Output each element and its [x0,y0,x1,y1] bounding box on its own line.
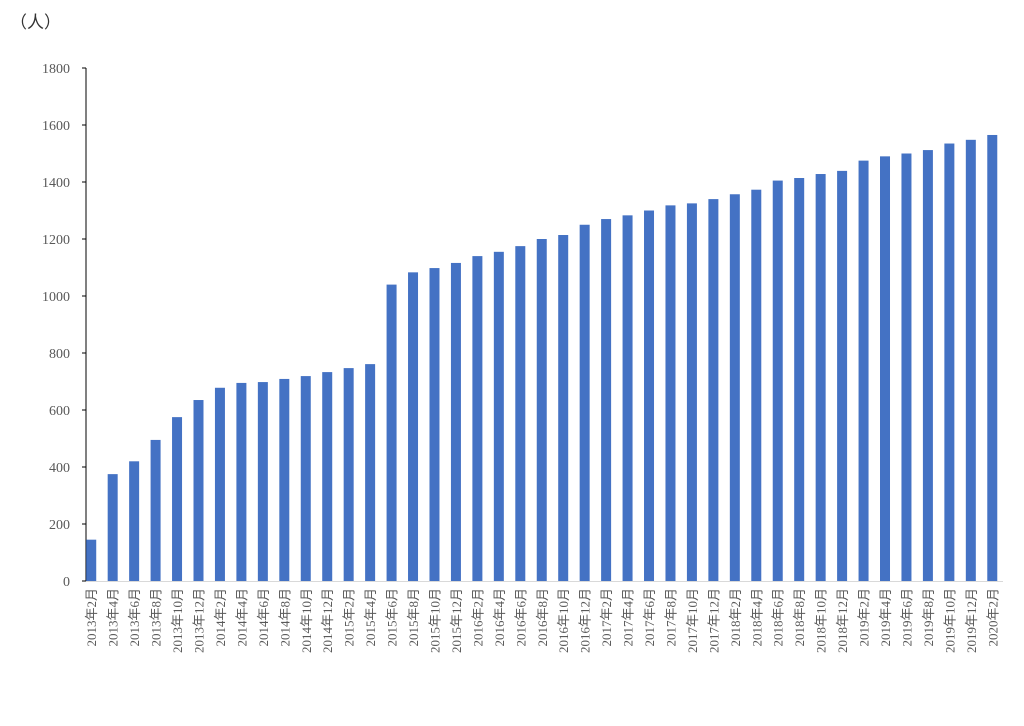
x-tick-label: 2018年8月 [792,588,807,647]
x-tick-label: 2015年8月 [406,588,421,647]
bar [772,180,783,581]
x-tick-label: 2018年4月 [749,588,764,647]
x-tick-label: 2017年2月 [599,588,614,647]
bar [257,382,268,581]
x-tick-label: 2019年12月 [964,588,979,653]
bar [279,378,290,581]
x-tick-label: 2016年8月 [535,588,550,647]
bar [644,210,655,581]
bar [172,417,183,581]
x-tick-label: 2014年12月 [320,588,335,653]
bar [408,272,419,581]
x-tick-label: 2013年12月 [191,588,206,653]
x-tick-label: 2017年8月 [663,588,678,647]
x-tick-label: 2014年2月 [213,588,228,647]
x-tick-label: 2014年10月 [299,588,314,653]
x-tick-label: 2018年10月 [814,588,829,653]
bar [558,235,569,581]
x-tick-label: 2014年4月 [234,588,249,647]
y-tick-label: 800 [49,347,70,362]
bar [515,246,526,581]
x-tick-label: 2015年6月 [385,588,400,647]
bar [107,474,118,581]
x-tick-label: 2013年2月 [84,588,99,647]
x-tick-label: 2014年8月 [277,588,292,647]
y-tick-label: 0 [63,575,70,590]
bar [601,219,612,582]
x-tick-label: 2016年12月 [578,588,593,653]
x-tick-label: 2017年10月 [685,588,700,653]
bar [386,284,397,581]
bar [579,224,590,581]
x-tick-label: 2013年8月 [149,588,164,647]
bar [450,262,461,581]
bar [493,251,504,581]
y-tick-label: 600 [49,404,70,419]
bar [901,153,912,581]
x-tick-label: 2019年10月 [942,588,957,653]
bar [536,239,547,581]
x-tick-label: 2017年6月 [642,588,657,647]
x-tick-label: 2015年12月 [449,588,464,653]
bar [815,174,826,581]
bar [365,364,376,581]
bar [686,203,697,581]
x-tick-label: 2018年12月 [835,588,850,653]
x-tick-label: 2018年2月 [728,588,743,647]
x-tick-label: 2019年4月 [878,588,893,647]
bar [965,139,976,581]
x-tick-label: 2017年12月 [706,588,721,653]
y-tick-label: 1000 [42,290,70,305]
bar [858,160,869,581]
x-tick-label: 2016年4月 [492,588,507,647]
x-tick-label: 2019年2月 [857,588,872,647]
bar [236,382,247,581]
bar [751,189,762,581]
bar [193,400,204,581]
x-tick-label: 2016年10月 [556,588,571,653]
x-tick-label: 2016年2月 [470,588,485,647]
bar [429,268,440,581]
bar [343,368,354,581]
x-tick-label: 2015年4月 [363,588,378,647]
x-tick-label: 2018年6月 [771,588,786,647]
x-tick-label: 2017年4月 [621,588,636,647]
bar [150,439,161,581]
y-tick-label: 1400 [42,176,70,191]
bar [944,143,955,581]
y-tick-label: 1600 [42,119,70,134]
x-tick-label: 2014年6月 [256,588,271,647]
bar [880,156,891,581]
bar [214,387,225,581]
y-axis-label: （人） [10,13,61,32]
y-tick-label: 400 [49,461,70,476]
x-tick-label: 2013年6月 [127,588,142,647]
x-tick-label: 2015年10月 [427,588,442,653]
bar [300,376,311,581]
bar [322,372,333,581]
x-tick-label: 2013年10月 [170,588,185,653]
bar [729,194,740,581]
bar [987,134,998,581]
x-tick-label: 2020年2月 [985,588,1000,647]
y-tick-label: 200 [49,518,70,533]
bar [922,150,933,581]
x-tick-label: 2019年8月 [921,588,936,647]
bar [665,205,676,581]
bar [708,199,719,581]
bar [837,170,848,581]
bar [86,539,97,581]
x-tick-label: 2016年6月 [513,588,528,647]
bar [472,256,483,581]
bar [794,178,805,581]
x-tick-label: 2019年6月 [899,588,914,647]
y-tick-label: 1200 [42,233,70,248]
bar [129,461,140,581]
bar [622,215,633,581]
x-tick-label: 2015年2月 [342,588,357,647]
y-tick-label: 1800 [42,62,70,77]
x-tick-label: 2013年4月 [106,588,121,647]
